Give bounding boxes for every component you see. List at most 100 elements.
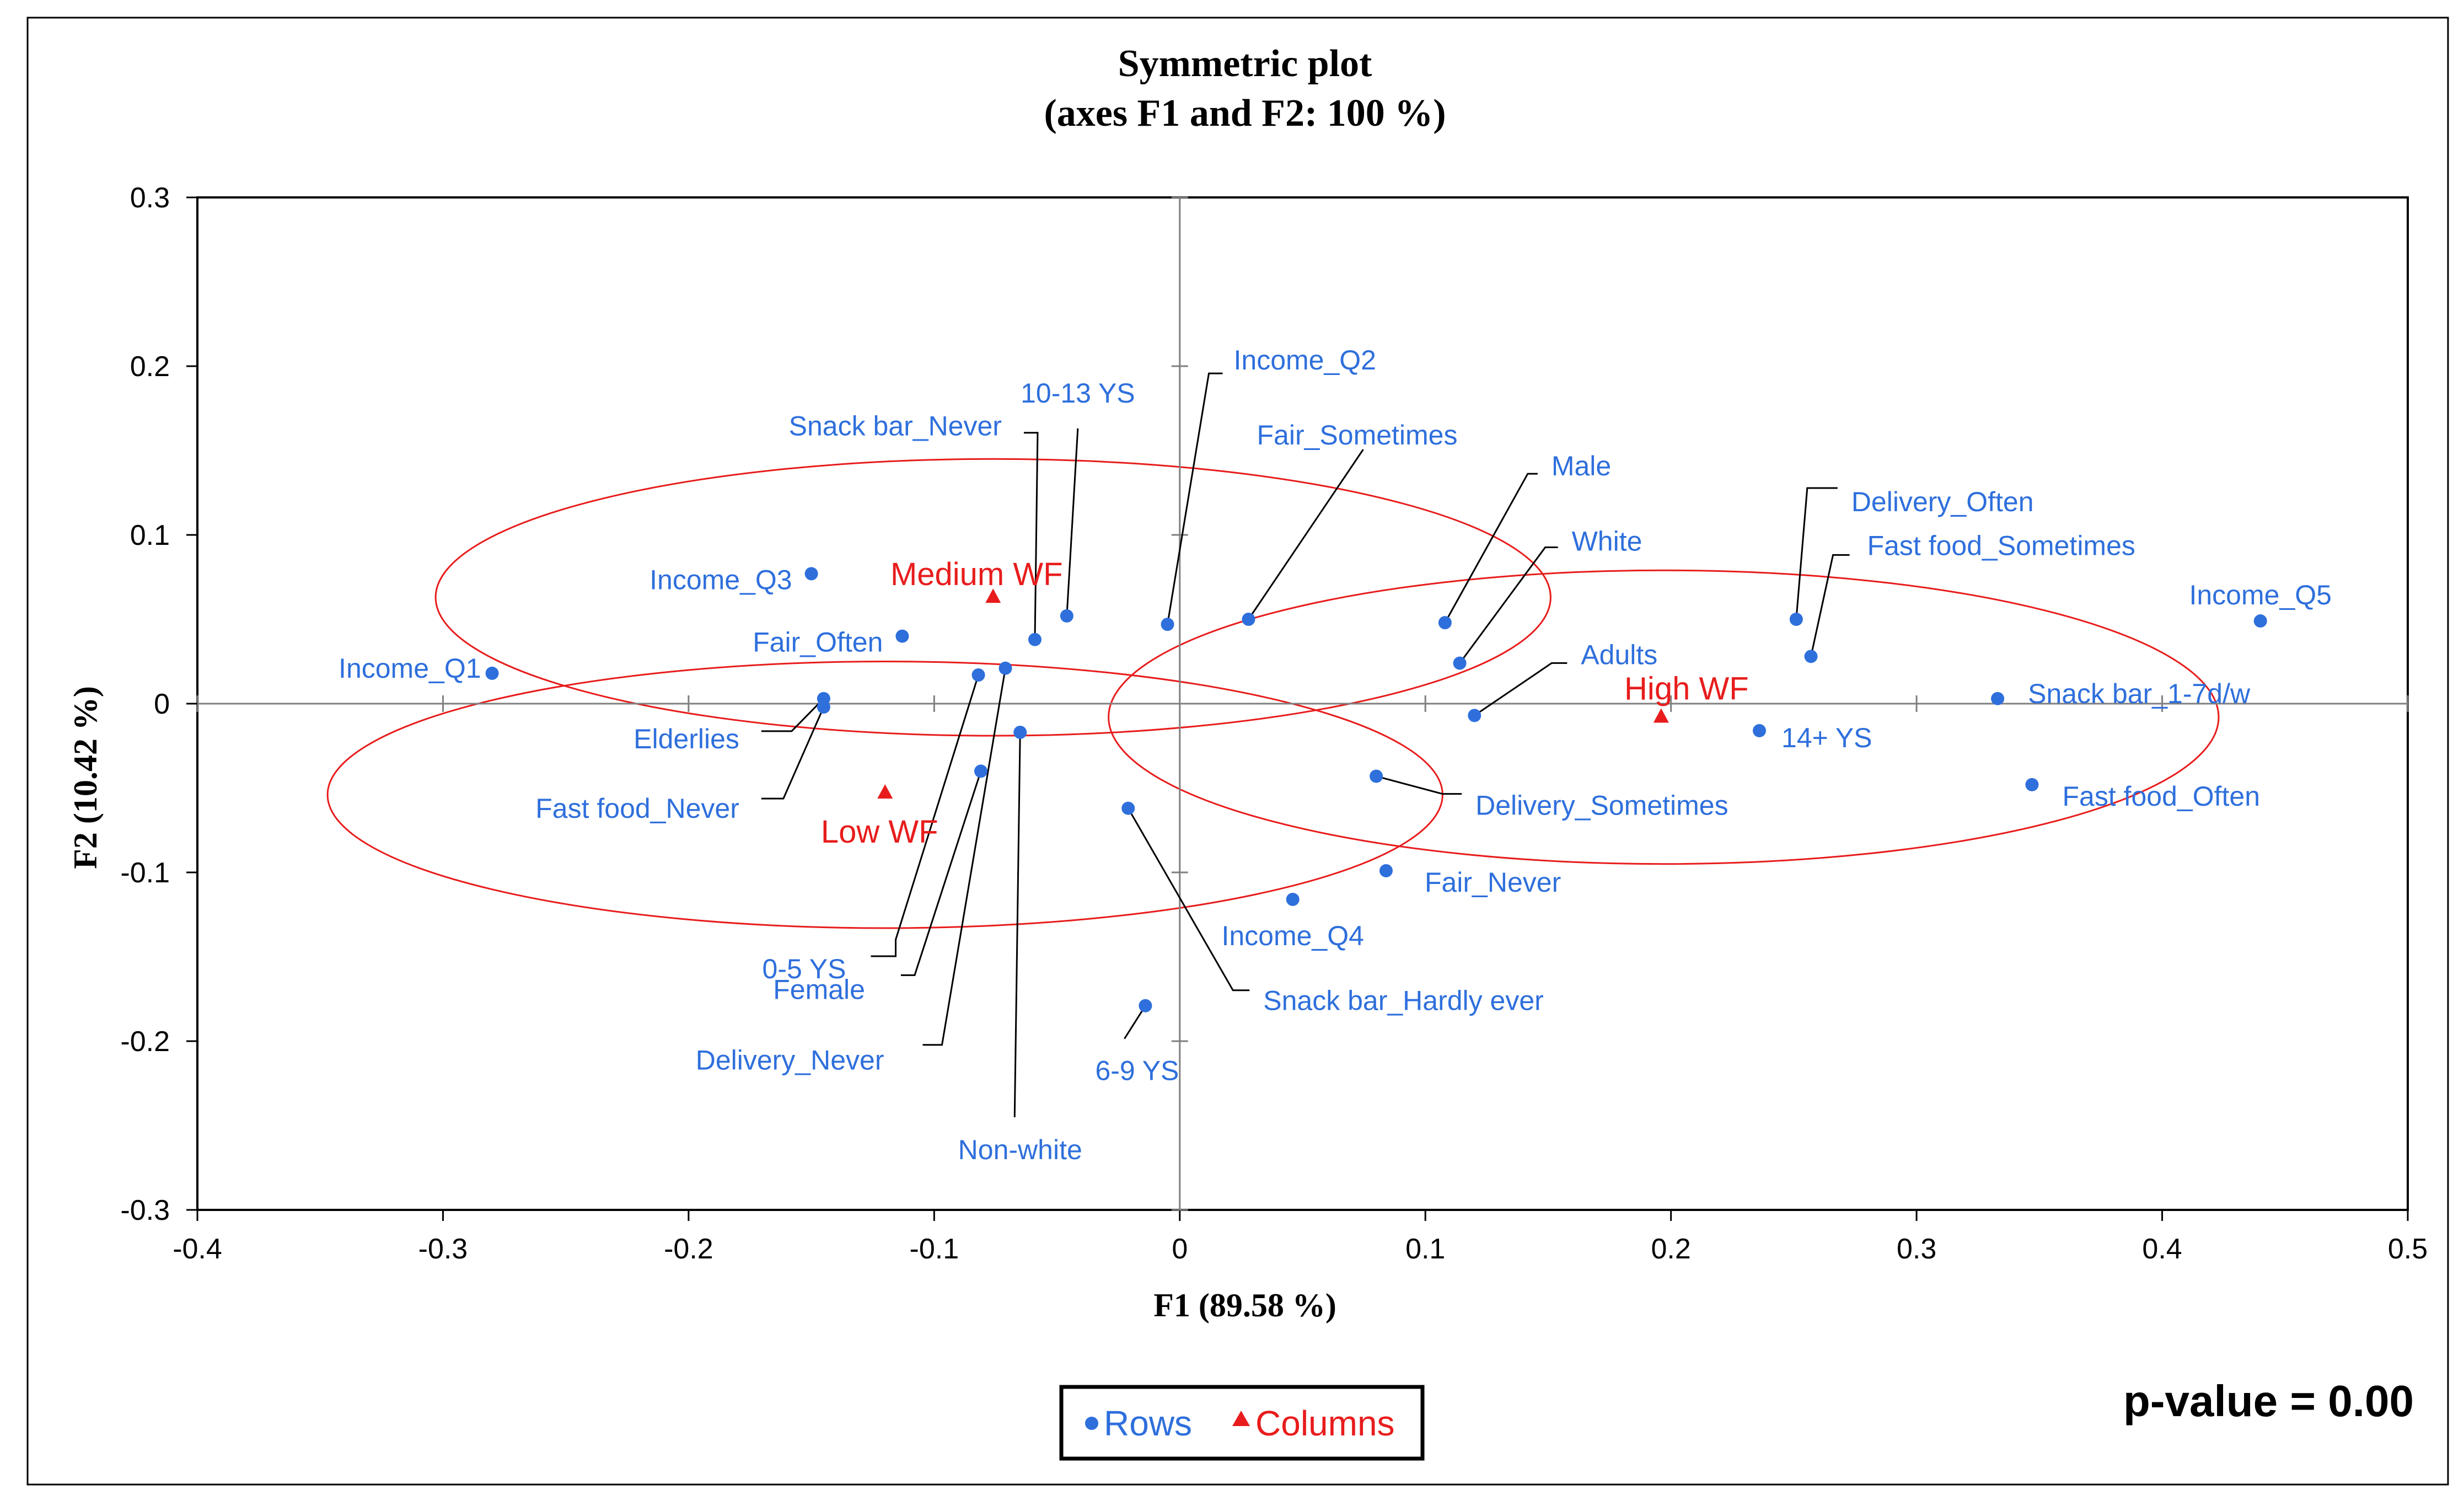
label-delivery-never: Delivery_Never: [696, 1045, 884, 1076]
label-snack-bar-never: Snack bar_Never: [789, 411, 1002, 442]
point-snack-bar-never: [1028, 633, 1042, 646]
ellipse-high-wf: [1108, 569, 2220, 865]
leader-0-5-ys: [871, 674, 979, 957]
point-delivery-sometimes: [1370, 769, 1383, 783]
legend-columns-label: Columns: [1255, 1403, 1395, 1443]
leader-male: [1444, 473, 1538, 623]
point-delivery-often: [1789, 613, 1803, 626]
x-tick-label: -0.1: [910, 1233, 959, 1265]
label-male: Male: [1552, 451, 1611, 481]
legend-rows-marker: [1085, 1417, 1098, 1430]
data-labels: Income_Q1 Income_Q2 Income_Q3 Income_Q4 Inco…: [339, 345, 2332, 1165]
label-delivery-sometimes: Delivery_Sometimes: [1475, 790, 1728, 821]
x-tick-label: 0.3: [1897, 1233, 1936, 1265]
label-income-q4: Income_Q4: [1221, 920, 1363, 951]
label-fair-never: Fair_Never: [1425, 867, 1561, 898]
leader-lines: [761, 372, 1850, 1118]
x-tick-label: 0.1: [1405, 1233, 1445, 1265]
label-income-q1: Income_Q1: [339, 653, 481, 684]
point-income-q1: [485, 666, 499, 680]
label-0-5-ys: 0-5 YS: [763, 953, 846, 984]
label-fast-food-never: Fast food_Never: [535, 793, 739, 824]
x-tick-label: 0.2: [1651, 1233, 1691, 1265]
point-delivery-never: [999, 661, 1012, 675]
leader-delivery-often: [1795, 487, 1838, 620]
point-snack-bar-hardly-ever: [1121, 801, 1135, 815]
label-6-9-ys: 6-9 YS: [1095, 1055, 1179, 1086]
label-fast-food-sometimes: Fast food_Sometimes: [1867, 530, 2135, 561]
leader-adults: [1474, 662, 1567, 716]
point-income-q4: [1286, 892, 1300, 906]
y-axis-label: F2 (10.42 %): [67, 686, 104, 869]
label-non-white: Non-white: [958, 1134, 1082, 1165]
point-income-q3: [804, 567, 818, 581]
point-fair-often: [895, 629, 909, 643]
point-fair-never: [1379, 864, 1393, 877]
label-14-ys: 14+ YS: [1781, 722, 1872, 753]
x-tick-label: 0.5: [2388, 1233, 2428, 1265]
point-low-wf: [877, 784, 893, 799]
y-tick-label: 0: [154, 688, 170, 720]
point-fast-food-never: [817, 700, 830, 714]
point-non-white: [1013, 726, 1027, 740]
label-income-q5: Income_Q5: [2189, 580, 2331, 610]
point-medium-wf: [985, 588, 1001, 603]
point-income-q2: [1161, 618, 1174, 631]
x-tick-label: -0.3: [418, 1233, 468, 1265]
point-high-wf: [1653, 708, 1669, 723]
label-low-wf: Low WF: [821, 814, 938, 850]
ellipse-low-wf: [326, 661, 1443, 929]
chart-subtitle: (axes F1 and F2: 100 %): [1044, 92, 1446, 135]
point-6-9-ys: [1139, 999, 1152, 1012]
point-fast-food-sometimes: [1804, 650, 1818, 663]
label-delivery-often: Delivery_Often: [1851, 486, 2034, 517]
leader-female: [900, 770, 982, 976]
leader-fair-sometimes: [1248, 449, 1364, 620]
leader-snack-bar-never: [1023, 432, 1039, 640]
point-white: [1453, 656, 1467, 670]
label-income-q3: Income_Q3: [649, 564, 792, 595]
leader-fast-food-never: [761, 706, 825, 800]
label-10-13-ys: 10-13 YS: [1021, 378, 1135, 409]
leader-snack-bar-hardly-ever: [1127, 807, 1250, 992]
x-tick-label: -0.4: [173, 1233, 222, 1265]
legend-rows-label: Rows: [1104, 1403, 1192, 1443]
label-income-q2: Income_Q2: [1234, 345, 1376, 376]
point-male: [1438, 616, 1452, 630]
legend: Rows Columns: [1059, 1385, 1425, 1461]
label-medium-wf: Medium WF: [890, 556, 1063, 592]
leader-10-13-ys: [1066, 428, 1079, 616]
point-0-5-ys: [971, 668, 985, 682]
leader-delivery-never: [922, 668, 1006, 1046]
y-tick-label: -0.2: [120, 1026, 170, 1058]
x-tick-label: 0: [1172, 1233, 1188, 1265]
p-value-annotation: p-value = 0.00: [2123, 1376, 2414, 1426]
chart-frame: [26, 17, 2449, 1486]
data-points: [485, 567, 2267, 1012]
point-income-q5: [2253, 614, 2267, 628]
point-14-ys: [1753, 724, 1767, 737]
label-white: White: [1572, 526, 1642, 557]
axes: -0.4 -0.3 -0.2 -0.1 0 0.1 0.2 0.3 0.4 0.5-0.3-0.2…: [120, 182, 2428, 1265]
ellipse-medium-wf: [434, 458, 1552, 737]
label-elderlies: Elderlies: [634, 724, 739, 754]
x-tick-label: -0.2: [664, 1233, 713, 1265]
x-axis-label: F1 (89.58 %): [1153, 1287, 1336, 1323]
point-adults: [1468, 709, 1481, 722]
point-snack-bar-1-7d-w: [1991, 692, 2005, 705]
leader-elderlies: [761, 698, 824, 732]
point-fair-sometimes: [1242, 613, 1255, 626]
legend-columns-marker: [1232, 1411, 1250, 1426]
point-fast-food-often: [2025, 778, 2039, 791]
y-tick-label: 0.2: [130, 351, 170, 383]
label-snack-bar-1-7d-w: Snack bar_1-7d/w: [2028, 678, 2251, 709]
confidence-ellipses: [326, 458, 2220, 929]
leader-delivery-sometimes: [1376, 775, 1462, 795]
leader-white: [1459, 546, 1558, 664]
point-10-13-ys: [1060, 609, 1073, 623]
leader-income-q2: [1167, 372, 1223, 625]
y-tick-label: -0.3: [120, 1194, 170, 1226]
y-tick-label: 0.3: [130, 182, 170, 214]
label-fair-sometimes: Fair_Sometimes: [1257, 420, 1458, 451]
